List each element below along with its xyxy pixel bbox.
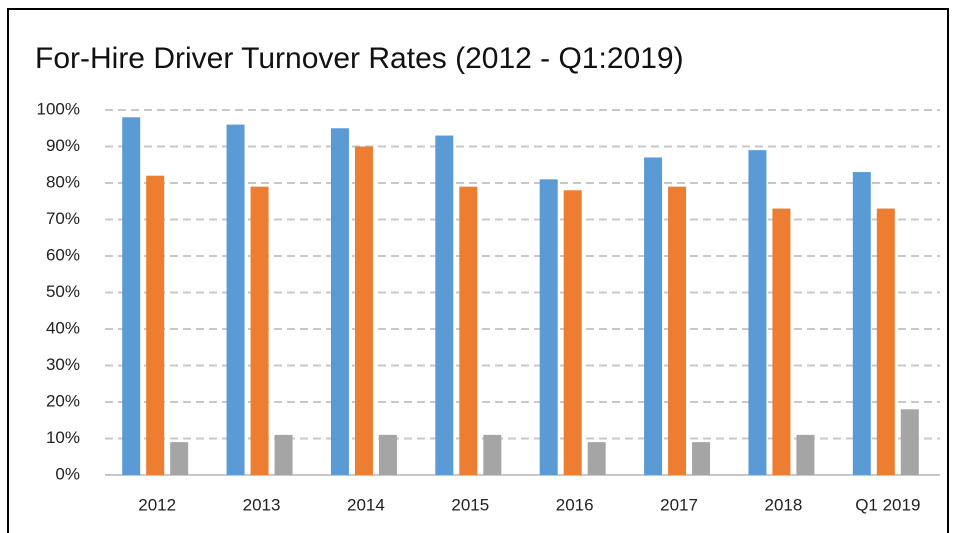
y-tick-label: 50% xyxy=(46,282,80,301)
bar xyxy=(900,409,919,475)
x-tick-label: 2014 xyxy=(347,495,385,514)
bar xyxy=(483,434,502,475)
y-tick-label: 80% xyxy=(46,172,80,191)
bar xyxy=(170,442,189,475)
y-tick-label: 90% xyxy=(46,136,80,155)
x-tick-label: 2012 xyxy=(138,495,176,514)
bar xyxy=(563,190,582,476)
bar xyxy=(587,442,606,475)
bar xyxy=(876,208,895,476)
bar xyxy=(772,208,791,476)
bar xyxy=(274,434,293,475)
bar xyxy=(354,146,373,475)
bar xyxy=(435,135,454,476)
chart-title: For-Hire Driver Turnover Rates (2012 - Q… xyxy=(35,42,684,75)
bar xyxy=(668,186,687,475)
x-tick-label: 2018 xyxy=(765,495,803,514)
bar xyxy=(748,150,767,475)
x-tick-label: Q1 2019 xyxy=(855,495,920,514)
x-tick-label: 2017 xyxy=(660,495,698,514)
y-tick-label: 30% xyxy=(46,355,80,374)
y-tick-label: 0% xyxy=(55,464,80,483)
bar xyxy=(250,186,269,475)
x-tick-label: 2016 xyxy=(556,495,594,514)
bar xyxy=(539,179,558,475)
chart-frame xyxy=(7,8,949,533)
y-tick-label: 100% xyxy=(37,99,80,118)
bar xyxy=(226,124,245,475)
bar xyxy=(378,434,397,475)
bar xyxy=(852,172,871,476)
y-tick-label: 60% xyxy=(46,245,80,264)
y-tick-label: 10% xyxy=(46,428,80,447)
bar xyxy=(796,434,815,475)
x-tick-label: 2013 xyxy=(243,495,281,514)
bar xyxy=(146,175,165,475)
bar xyxy=(692,442,711,475)
y-tick-label: 70% xyxy=(46,209,80,228)
bar xyxy=(330,128,349,475)
y-tick-label: 20% xyxy=(46,391,80,410)
x-tick-label: 2015 xyxy=(451,495,489,514)
bar xyxy=(459,186,478,475)
bar xyxy=(644,157,663,475)
y-tick-label: 40% xyxy=(46,318,80,337)
bar xyxy=(122,117,141,476)
